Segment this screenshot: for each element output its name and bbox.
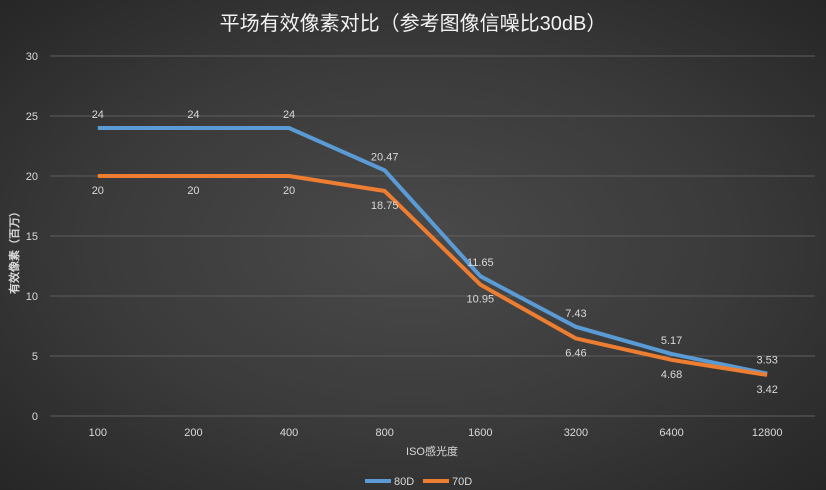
series-line-70D — [97, 174, 768, 377]
y-tick-label: 15 — [26, 231, 38, 243]
data-label: 20 — [187, 185, 199, 197]
data-label: 6.46 — [565, 347, 586, 359]
y-tick-label: 25 — [26, 111, 38, 123]
y-tick-label: 20 — [26, 171, 38, 183]
x-tick-label: 400 — [280, 427, 298, 439]
data-label: 10.95 — [467, 294, 495, 306]
data-label: 24 — [283, 109, 295, 121]
legend: 80D 70D — [365, 476, 472, 488]
legend-label: 70D — [452, 476, 472, 488]
y-tick-label: 30 — [26, 51, 38, 63]
data-label: 24 — [92, 109, 104, 121]
x-tick-label: 200 — [184, 427, 202, 439]
data-label: 20.47 — [371, 151, 399, 163]
data-label: 18.75 — [371, 200, 399, 212]
x-axis-title: ISO感光度 — [406, 444, 458, 458]
x-tick-label: 3200 — [564, 427, 588, 439]
x-tick-label: 800 — [376, 427, 394, 439]
data-label: 7.43 — [565, 308, 586, 320]
data-label: 20 — [283, 185, 295, 197]
data-label: 3.53 — [756, 355, 777, 367]
data-label: 20 — [92, 185, 104, 197]
series-line-80D — [97, 126, 768, 376]
x-tick-label: 6400 — [659, 427, 683, 439]
data-label: 5.17 — [661, 335, 682, 347]
data-label: 11.65 — [467, 257, 494, 269]
data-label: 4.68 — [661, 369, 682, 381]
data-label: 3.42 — [756, 384, 777, 396]
x-tick-label: 1600 — [468, 427, 492, 439]
y-axis-title: 有效像素（百万） — [7, 206, 21, 294]
y-tick-label: 0 — [32, 411, 38, 423]
x-tick-label: 100 — [89, 427, 107, 439]
y-tick-label: 10 — [26, 291, 38, 303]
x-tick-label: 12800 — [752, 427, 783, 439]
chart-title: 平场有效像素对比（参考图像信噪比30dB） — [220, 12, 607, 35]
legend-label: 80D — [394, 476, 414, 488]
y-tick-label: 5 — [32, 351, 38, 363]
data-label: 24 — [187, 109, 199, 121]
